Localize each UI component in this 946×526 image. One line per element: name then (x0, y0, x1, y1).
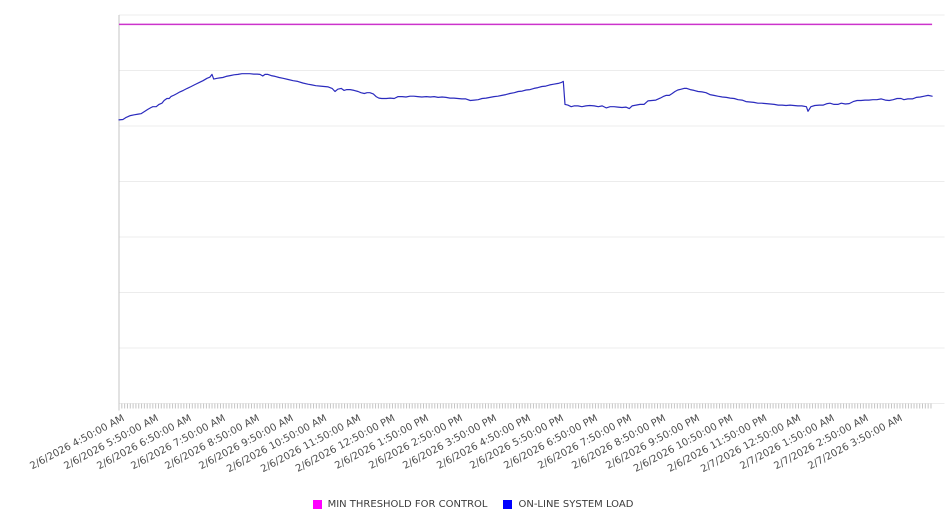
legend-label: ON-LINE SYSTEM LOAD (518, 499, 634, 510)
legend-item-min-threshold[interactable]: MIN THRESHOLD FOR CONTROL (312, 499, 488, 510)
threshold-swatch-icon (312, 500, 322, 509)
legend: MIN THRESHOLD FOR CONTROL ON-LINE SYSTEM… (0, 499, 946, 510)
online-system-load-line (118, 73, 933, 121)
load-swatch-icon (503, 500, 513, 509)
legend-label: MIN THRESHOLD FOR CONTROL (327, 499, 488, 510)
legend-item-online-system-load[interactable]: ON-LINE SYSTEM LOAD (503, 499, 633, 510)
